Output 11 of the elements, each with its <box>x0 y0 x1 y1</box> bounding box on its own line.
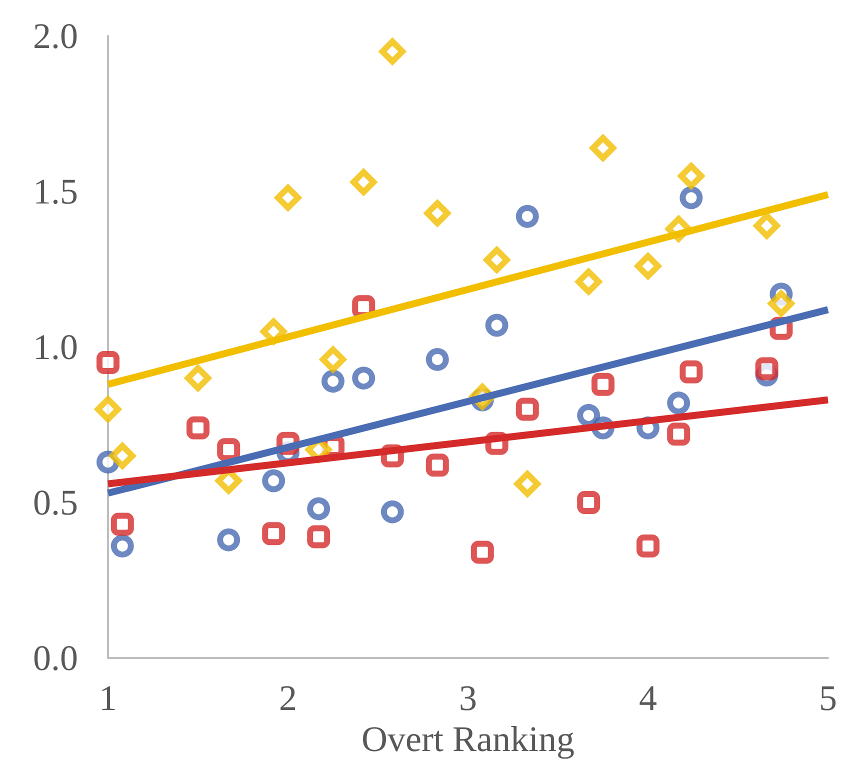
y-tick-label: 0.0 <box>33 638 78 678</box>
x-tick-label: 2 <box>279 678 297 718</box>
y-tick-label: 0.5 <box>33 482 78 522</box>
x-axis-title: Overt Ranking <box>362 718 574 759</box>
y-tick-label: 2.0 <box>33 16 78 56</box>
x-tick-label: 4 <box>639 678 657 718</box>
y-tick-label: 1.5 <box>33 172 78 212</box>
x-tick-label: 3 <box>459 678 477 718</box>
x-tick-label: 1 <box>99 678 117 718</box>
y-tick-label: 1.0 <box>33 327 78 367</box>
x-tick-label: 5 <box>819 678 837 718</box>
